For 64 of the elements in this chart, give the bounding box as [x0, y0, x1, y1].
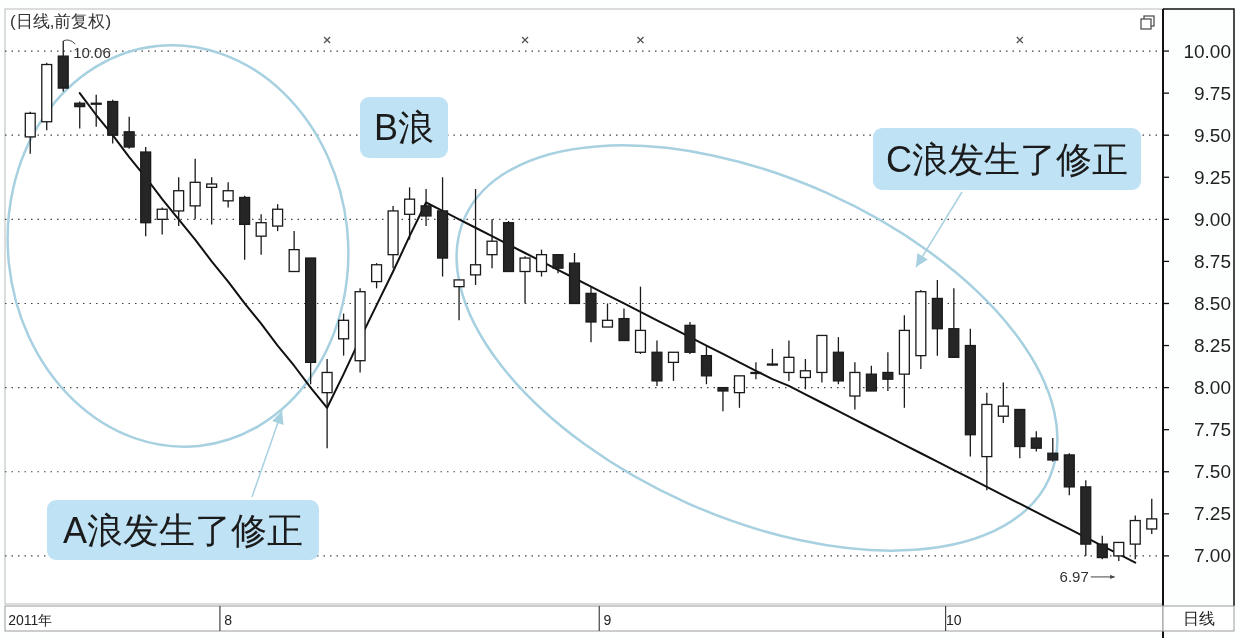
x-tick-label: 2011年 — [8, 611, 53, 628]
candlestick — [1030, 430, 1042, 453]
candlestick — [403, 186, 416, 241]
candlestick — [453, 279, 465, 321]
candlestick — [535, 248, 548, 278]
candlestick — [272, 203, 284, 232]
candlestick — [997, 381, 1009, 424]
y-tick-label: 9.75 — [1194, 82, 1231, 104]
candlestick — [486, 218, 498, 269]
y-tick-label: 8.25 — [1194, 335, 1231, 357]
annotation: C浪发生了修正 — [886, 138, 1128, 180]
candlestick — [255, 213, 267, 256]
y-tick-label: 10.00 — [1183, 40, 1231, 62]
annotation: A浪发生了修正 — [62, 509, 304, 551]
candlestick — [173, 176, 185, 227]
candlestick — [519, 255, 531, 305]
y-tick-label: 7.00 — [1194, 545, 1231, 567]
candlestick — [799, 358, 811, 390]
candlestick — [618, 307, 630, 342]
candlestick — [700, 344, 713, 385]
y-tick-label: 9.00 — [1194, 208, 1231, 230]
candlestick — [849, 361, 861, 411]
candlestick — [371, 262, 383, 289]
y-tick-label: 8.00 — [1194, 377, 1231, 399]
candlestick — [865, 365, 877, 392]
y-tick-label: 9.50 — [1194, 124, 1231, 146]
y-tick-label: 7.25 — [1194, 503, 1231, 525]
candlestick — [1129, 514, 1141, 560]
candlestick — [1047, 437, 1059, 463]
candlestick — [717, 386, 729, 412]
y-tick-label: 9.25 — [1194, 166, 1231, 188]
candlestick — [667, 351, 680, 382]
y-tick-label: 7.50 — [1194, 461, 1231, 483]
annotation: 6.97 — [1059, 568, 1089, 586]
candlestick — [420, 188, 432, 227]
chart-title: (日线,前复权) — [10, 11, 112, 31]
candlestick — [321, 358, 333, 449]
candlestick — [783, 339, 795, 382]
candlestick — [288, 230, 300, 273]
candlestick — [1146, 498, 1158, 535]
candlestick — [552, 254, 564, 274]
candlestick — [469, 188, 482, 286]
candlestick — [634, 286, 647, 355]
candlestick — [750, 361, 762, 380]
candlestick — [123, 116, 135, 150]
y-tick-label: 8.75 — [1194, 250, 1231, 272]
candlestick — [24, 111, 36, 155]
candlestick — [601, 302, 614, 328]
candlestick — [733, 375, 746, 409]
y-tick-label: 8.50 — [1194, 292, 1231, 314]
candlestick — [882, 351, 894, 392]
candlestick — [1096, 535, 1108, 560]
candlestick — [189, 158, 201, 220]
candlestick — [156, 206, 168, 236]
x-tick-label: 9 — [603, 611, 612, 628]
y-tick-label: 7.75 — [1194, 419, 1231, 441]
candlestick — [338, 312, 350, 357]
x-tick-label: 10 — [946, 611, 962, 628]
x-tick-label: 8 — [224, 611, 233, 628]
annotation: B浪 — [373, 107, 435, 148]
candlestick — [222, 181, 234, 209]
candlestick — [206, 176, 218, 226]
annotation: 10.06 — [73, 44, 111, 62]
text: 日线 — [1182, 610, 1215, 627]
